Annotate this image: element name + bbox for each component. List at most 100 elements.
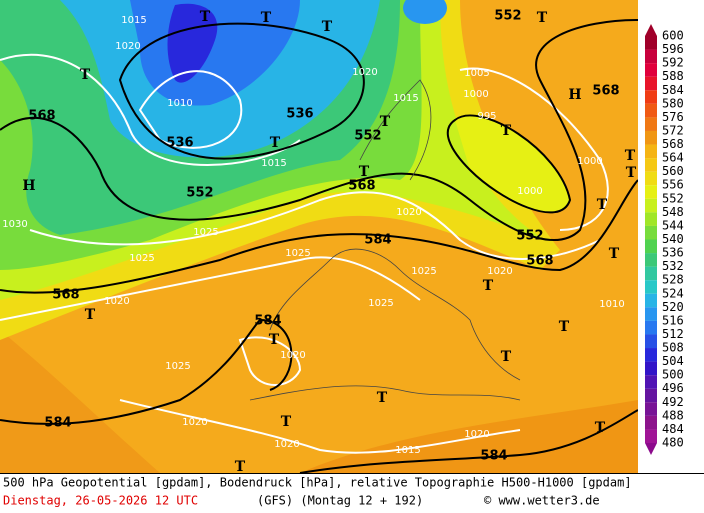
contour-label: 568 <box>348 179 375 194</box>
colorbar-swatch <box>645 90 657 104</box>
colorbar-swatch <box>645 117 657 131</box>
contour <box>299 409 639 474</box>
isobar-label: 995 <box>477 111 496 122</box>
colorbar-label: 572 <box>662 123 684 137</box>
colorbar-label: 516 <box>662 313 684 327</box>
field-region <box>455 115 570 213</box>
contour-label: 552 <box>494 9 521 24</box>
isobar <box>0 53 301 166</box>
isobar <box>459 67 609 231</box>
pressure-center: T <box>269 332 280 348</box>
colorbar-swatch <box>645 266 657 281</box>
isobar <box>0 256 421 321</box>
pressure-center: T <box>501 349 512 365</box>
colorbar-label: 548 <box>662 205 684 219</box>
colorbar-swatch <box>645 63 657 77</box>
colorbar-swatch <box>645 253 657 267</box>
colorbar-swatch <box>645 307 657 321</box>
colorbar-label: 532 <box>662 259 684 273</box>
isobar-label: 1015 <box>395 445 420 456</box>
isobar-label: 1020 <box>280 350 305 361</box>
pressure-center: T <box>270 135 281 151</box>
isobar <box>119 399 521 454</box>
colorbar-label: 524 <box>662 286 684 300</box>
map-labels: 568 536 536 552 552 568 584 568 584 584 584 552 568 5… <box>2 9 637 476</box>
contour <box>118 22 365 160</box>
colorbar-label: 508 <box>662 341 684 355</box>
contour-label: 584 <box>364 233 391 248</box>
colorbar-label: 480 <box>662 436 684 450</box>
pressure-center: T <box>80 67 91 83</box>
isobar-label: 1020 <box>274 439 299 450</box>
colorbar-label: 588 <box>662 69 684 83</box>
isobar-label: 1025 <box>368 298 393 309</box>
colorbar-swatch <box>645 144 657 159</box>
pressure-center: T <box>559 319 570 335</box>
pressure-center: T <box>380 114 391 130</box>
colorbar-label: 552 <box>662 191 684 205</box>
isobar-label: 1025 <box>285 248 310 259</box>
colorbar-swatch <box>645 280 657 294</box>
field-region <box>403 0 447 24</box>
pressure-center: T <box>85 307 96 323</box>
colorbar-label: 592 <box>662 56 684 70</box>
colorbar-swatch <box>645 158 657 172</box>
pressure-center: T <box>235 459 246 475</box>
colorbar-swatch <box>645 225 657 240</box>
caption-date: Dienstag, 26-05-2026 12 UTC <box>3 494 198 508</box>
isobar-label: 1015 <box>261 158 286 169</box>
colorbar-label: 584 <box>662 83 684 97</box>
colorbar-label: 512 <box>662 327 684 341</box>
isobar-label: 1020 <box>182 417 207 428</box>
colorbar-swatch <box>645 76 657 91</box>
colorbar-swatch <box>645 171 657 186</box>
pressure-center: H <box>22 178 35 194</box>
isobar-label: 1025 <box>165 361 190 372</box>
colorbar-swatch <box>645 429 657 443</box>
colorbar-label: 544 <box>662 218 684 232</box>
contour-label: 568 <box>526 254 553 269</box>
isobar <box>29 191 601 260</box>
isobar-label: 1020 <box>396 207 421 218</box>
colorbar-label: 536 <box>662 246 684 260</box>
isobar-label: 1020 <box>352 67 377 78</box>
contour-label: 536 <box>286 107 313 122</box>
colorbar-label: 504 <box>662 354 684 368</box>
colorbar-swatch <box>645 36 657 50</box>
pressure-center: T <box>359 164 370 180</box>
contour-label: 568 <box>28 109 55 124</box>
pressure-center: T <box>597 197 608 213</box>
contour <box>446 114 572 214</box>
pressure-center: T <box>625 148 636 164</box>
colorbar-label: 600 <box>662 29 684 43</box>
contour-label: 584 <box>480 449 507 464</box>
isobar <box>138 70 243 149</box>
isobar-label: 1000 <box>463 89 488 100</box>
colorbar-label: 560 <box>662 164 684 178</box>
coastline <box>359 79 432 181</box>
colorbar-swatch <box>645 320 657 335</box>
colorbar-label: 520 <box>662 300 684 314</box>
colorbar-label: 528 <box>662 273 684 287</box>
isobar-label: 1010 <box>167 98 192 109</box>
colorbar-swatch <box>645 415 657 430</box>
colorbar-swatch <box>645 375 657 389</box>
coastline <box>269 248 521 381</box>
pressure-center: T <box>483 278 494 294</box>
isobar-label: 1000 <box>517 186 542 197</box>
contour-label: 536 <box>166 136 193 151</box>
colorbar-swatch <box>645 198 657 213</box>
colorbar-swatch <box>645 130 657 145</box>
isobar-label: 1005 <box>464 68 489 79</box>
caption-credit: © www.wetter3.de <box>484 494 600 508</box>
contour-label: 568 <box>52 288 79 303</box>
colorbar: 6005965925885845805765725685645605565525… <box>645 24 684 455</box>
contour-label: 552 <box>186 186 213 201</box>
isobar-label: 1020 <box>104 296 129 307</box>
isobar-label: 1025 <box>193 227 218 238</box>
isobar-label: 1020 <box>115 41 140 52</box>
pressure-center: T <box>322 19 333 35</box>
contour <box>0 318 293 425</box>
colorbar-label: 564 <box>662 151 684 165</box>
